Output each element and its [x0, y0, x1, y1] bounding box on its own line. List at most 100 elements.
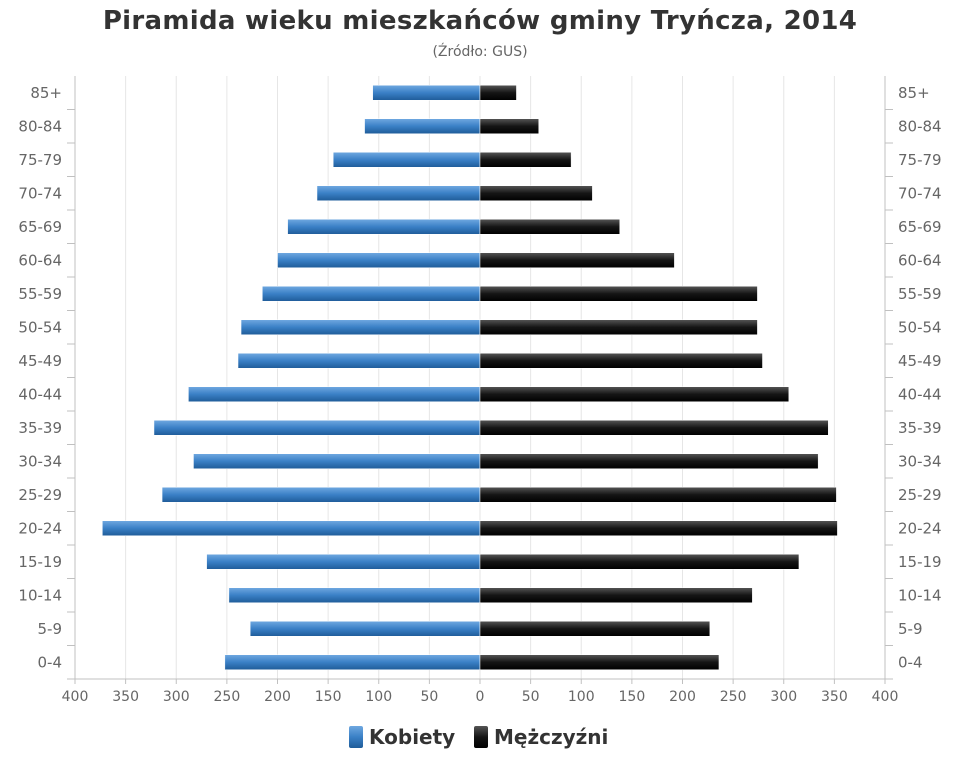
chart-title: Piramida wieku mieszkańców gminy Tryńcza…	[102, 6, 858, 36]
bar-mezczyzni-75-79[interactable]	[479, 152, 572, 168]
bar-kobiety-5-9[interactable]	[249, 621, 481, 637]
legend-item-kobiety[interactable]: Kobiety	[349, 722, 455, 752]
category-label-left: 30-34	[18, 452, 62, 470]
bar-kobiety-70-74[interactable]	[316, 185, 481, 201]
bar-kobiety-45-49[interactable]	[237, 353, 481, 369]
x-tick-label: 0	[476, 689, 485, 705]
category-label-left: 0-4	[38, 653, 63, 671]
category-label-left: 55-59	[18, 285, 62, 303]
bar-kobiety-15-19[interactable]	[206, 554, 481, 570]
bar-kobiety-65-69[interactable]	[287, 219, 481, 235]
category-label-right: 60-64	[898, 251, 942, 269]
bar-mezczyzni-35-39[interactable]	[479, 420, 829, 436]
bar-mezczyzni-80-84[interactable]	[479, 118, 539, 134]
x-tick-label: 200	[669, 689, 696, 705]
bar-mezczyzni-30-34[interactable]	[479, 453, 819, 469]
x-tick-label: 300	[163, 689, 190, 705]
category-label-right: 10-14	[898, 586, 942, 604]
category-label-right: 50-54	[898, 318, 942, 336]
category-label-left: 35-39	[18, 419, 62, 437]
x-tick-label: 350	[821, 689, 848, 705]
category-label-left: 20-24	[18, 519, 62, 537]
category-label-right: 75-79	[898, 151, 942, 169]
x-tick-label: 50	[420, 689, 438, 705]
legend-swatch-kobiety	[349, 726, 363, 748]
category-label-right: 0-4	[898, 653, 923, 671]
bar-mezczyzni-25-29[interactable]	[479, 487, 837, 503]
category-label-left: 50-54	[18, 318, 62, 336]
category-label-right: 65-69	[898, 218, 942, 236]
bar-kobiety-35-39[interactable]	[153, 420, 481, 436]
category-label-left: 40-44	[18, 385, 62, 403]
category-label-left: 70-74	[18, 184, 62, 202]
category-label-right: 45-49	[898, 352, 942, 370]
bar-kobiety-85+[interactable]	[372, 85, 481, 101]
x-tick-label: 50	[522, 689, 540, 705]
category-label-right: 40-44	[898, 385, 942, 403]
category-label-left: 45-49	[18, 352, 62, 370]
bar-kobiety-80-84[interactable]	[364, 118, 481, 134]
category-label-left: 65-69	[18, 218, 62, 236]
category-label-right: 25-29	[898, 486, 942, 504]
bar-kobiety-40-44[interactable]	[188, 386, 481, 402]
bar-kobiety-50-54[interactable]	[240, 319, 481, 335]
bar-mezczyzni-20-24[interactable]	[479, 520, 838, 536]
category-label-left: 60-64	[18, 251, 62, 269]
x-tick-label: 100	[568, 689, 595, 705]
legend: Kobiety Mężczyźni	[0, 722, 960, 752]
plot-area: 400 350 300 250 200 150 100 50 0 50 100 150 200 250 30…	[18, 76, 942, 705]
category-label-left: 15-19	[18, 553, 62, 571]
bar-kobiety-75-79[interactable]	[332, 152, 481, 168]
bar-kobiety-60-64[interactable]	[277, 252, 481, 268]
category-label-left: 5-9	[38, 620, 63, 638]
bar-kobiety-55-59[interactable]	[262, 286, 481, 302]
category-label-right: 70-74	[898, 184, 942, 202]
x-tick-label: 300	[770, 689, 797, 705]
category-label-right: 80-84	[898, 117, 942, 135]
category-label-right: 20-24	[898, 519, 942, 537]
bar-mezczyzni-60-64[interactable]	[479, 252, 675, 268]
category-label-right: 15-19	[898, 553, 942, 571]
x-tick-label: 350	[112, 689, 139, 705]
category-label-right: 35-39	[898, 419, 942, 437]
bar-mezczyzni-40-44[interactable]	[479, 386, 790, 402]
category-label-right: 5-9	[898, 620, 923, 638]
legend-label-mezczyzni: Mężczyźni	[494, 725, 609, 749]
x-tick-label: 100	[365, 689, 392, 705]
category-label-left: 85+	[30, 84, 62, 102]
category-label-right: 30-34	[898, 452, 942, 470]
x-tick-label: 400	[62, 689, 89, 705]
bar-mezczyzni-45-49[interactable]	[479, 353, 763, 369]
legend-label-kobiety: Kobiety	[369, 725, 456, 749]
category-label-left: 80-84	[18, 117, 62, 135]
x-tick-label: 250	[720, 689, 747, 705]
bar-kobiety-10-14[interactable]	[228, 587, 481, 603]
legend-item-mezczyzni[interactable]: Mężczyźni	[474, 722, 608, 752]
bar-kobiety-20-24[interactable]	[102, 520, 481, 536]
legend-swatch-mezczyzni	[474, 726, 488, 748]
bar-mezczyzni-65-69[interactable]	[479, 219, 620, 235]
bar-mezczyzni-50-54[interactable]	[479, 319, 758, 335]
bar-mezczyzni-15-19[interactable]	[479, 554, 800, 570]
x-tick-label: 150	[619, 689, 646, 705]
bar-mezczyzni-85+[interactable]	[479, 85, 517, 101]
x-tick-label: 150	[315, 689, 342, 705]
x-tick-label: 400	[872, 689, 899, 705]
category-label-left: 10-14	[18, 586, 62, 604]
chart-subtitle: (Źródło: GUS)	[432, 44, 528, 60]
bar-mezczyzni-70-74[interactable]	[479, 185, 593, 201]
bar-mezczyzni-10-14[interactable]	[479, 587, 753, 603]
category-label-right: 85+	[898, 84, 930, 102]
category-label-left: 75-79	[18, 151, 62, 169]
category-label-left: 25-29	[18, 486, 62, 504]
bar-mezczyzni-55-59[interactable]	[479, 286, 758, 302]
bar-kobiety-0-4[interactable]	[224, 654, 481, 670]
bar-kobiety-30-34[interactable]	[193, 453, 481, 469]
bar-mezczyzni-5-9[interactable]	[479, 621, 711, 637]
x-tick-label: 250	[214, 689, 241, 705]
bar-kobiety-25-29[interactable]	[161, 487, 481, 503]
x-tick-label: 200	[264, 689, 291, 705]
category-label-right: 55-59	[898, 285, 942, 303]
bar-mezczyzni-0-4[interactable]	[479, 654, 720, 670]
